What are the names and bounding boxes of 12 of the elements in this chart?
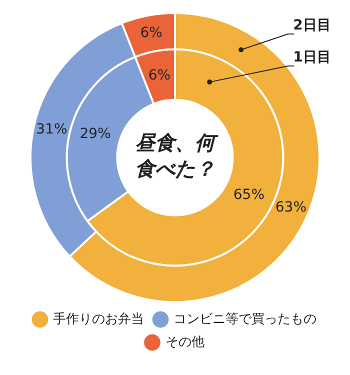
- slice-label: 1日目: [293, 50, 331, 66]
- slice-label: 2日目: [293, 18, 331, 34]
- data-label: 6%: [140, 25, 162, 42]
- data-label: 31%: [36, 122, 68, 138]
- legend-label: 手作りのお弁当: [53, 312, 144, 327]
- data-label: 65%: [233, 186, 265, 203]
- legend-label: コンビニ等で買ったもの: [174, 312, 316, 327]
- data-label: 63%: [275, 199, 307, 216]
- data-label: 6%: [148, 68, 171, 84]
- legend-label: その他: [165, 334, 204, 350]
- text: 昼食、何食べた？: [135, 130, 219, 181]
- data-label: 29%: [80, 126, 111, 142]
